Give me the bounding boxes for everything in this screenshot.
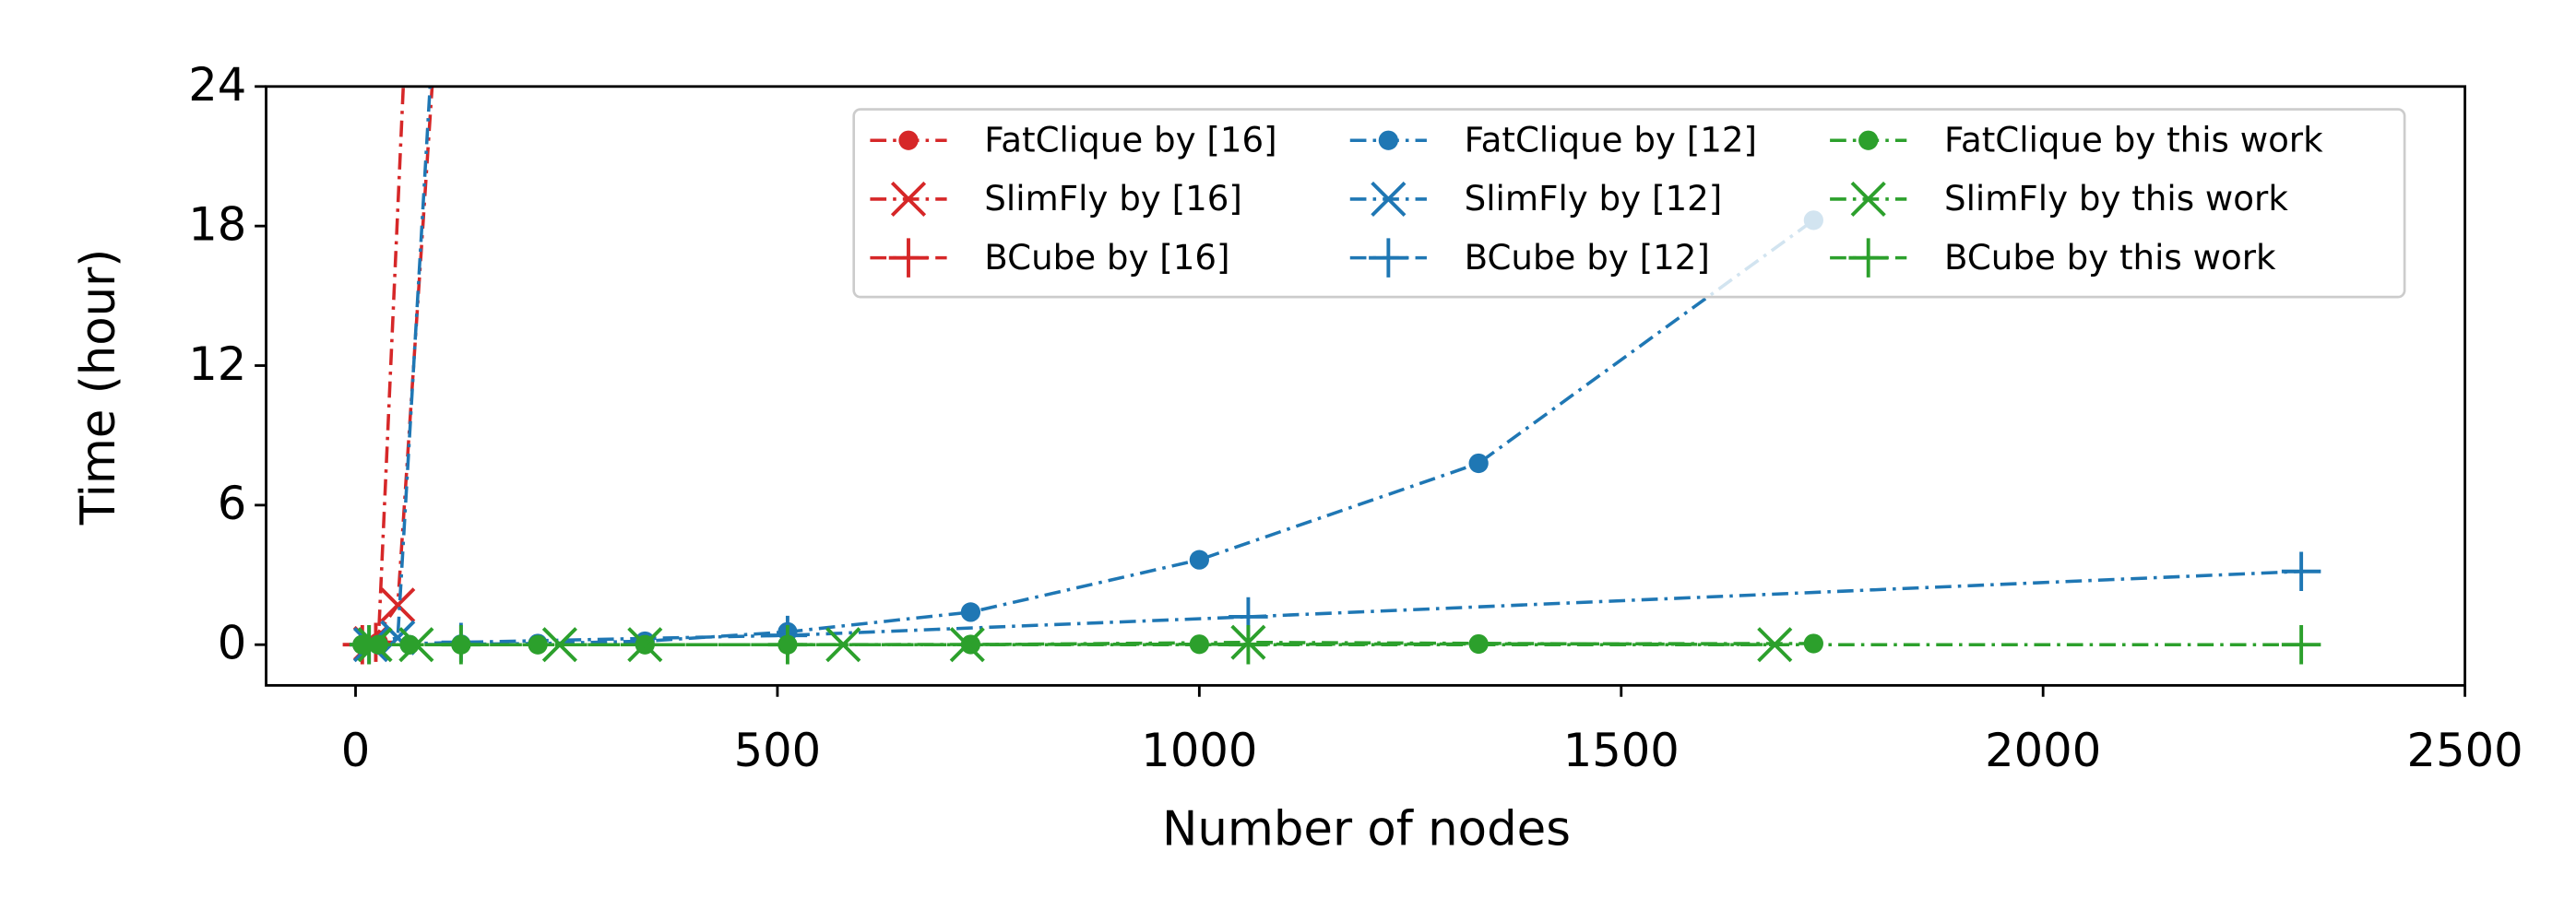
marker [890, 181, 927, 218]
x-tick-label: 0 [341, 724, 371, 777]
marker [1189, 550, 1209, 570]
y-tick-label: 18 [188, 197, 246, 251]
x-tick-label: 2500 [2407, 724, 2523, 777]
marker [1468, 633, 1489, 655]
x-tick-label: 1000 [1141, 724, 1257, 777]
y-tick-label: 0 [218, 616, 247, 669]
x-tick-label: 2000 [1985, 724, 2101, 777]
marker [1858, 130, 1879, 150]
legend-label: SlimFly by this work [1944, 179, 2288, 219]
marker [1468, 453, 1489, 474]
y-tick-label: 12 [188, 337, 246, 391]
x-tick-label: 1500 [1563, 724, 1680, 777]
marker [541, 627, 577, 663]
marker [1850, 181, 1886, 218]
marker [825, 627, 861, 663]
marker [441, 624, 481, 665]
marker [1848, 238, 1888, 278]
marker [1371, 181, 1407, 218]
marker [2281, 624, 2321, 665]
x-axis-label: Number of nodes [1162, 802, 1571, 857]
series-line [369, 569, 2302, 646]
legend-label: FatClique by this work [1944, 120, 2323, 160]
legend-box [852, 108, 2406, 299]
legend-label: BCube by [16] [984, 238, 1229, 278]
y-tick-label: 6 [218, 477, 247, 530]
axes-frame [265, 85, 2467, 687]
marker [888, 238, 929, 278]
series-line [370, 86, 433, 646]
legend-label: BCube by [12] [1465, 238, 1710, 278]
marker [898, 130, 919, 150]
y-tick-label: 24 [188, 58, 246, 112]
marker [1369, 238, 1408, 278]
legend-label: FatClique by [12] [1465, 120, 1757, 160]
marker [1378, 130, 1398, 150]
legend-label: BCube by this work [1944, 238, 2276, 278]
legend-label: SlimFly by [12] [1465, 179, 1723, 219]
marker [349, 624, 389, 665]
marker [380, 587, 416, 623]
legend-label: SlimFly by [16] [984, 179, 1242, 219]
marker [1229, 624, 1268, 665]
legend-label: FatClique by [16] [984, 120, 1276, 160]
marker [2281, 551, 2321, 591]
series-line [374, 640, 1775, 646]
x-tick-label: 500 [734, 724, 822, 777]
marker [960, 602, 981, 622]
plot-area [342, 86, 2321, 665]
y-axis-label: Time (hour) [71, 249, 126, 526]
marker [767, 624, 808, 665]
